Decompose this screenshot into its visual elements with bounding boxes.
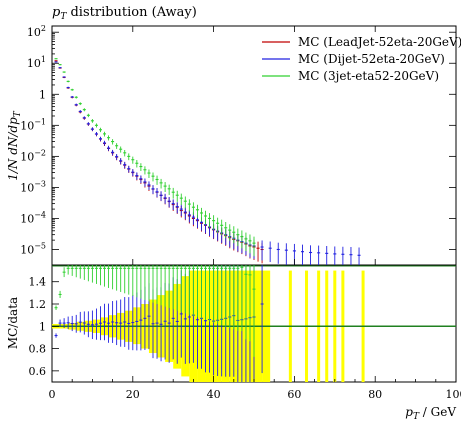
x-tick-label-100: 100 — [446, 388, 461, 401]
y-tick-label-main-2: 102 — [27, 24, 46, 39]
x-label-sub: T — [413, 412, 420, 422]
y-tick-label-ratio-4: 1.4 — [29, 276, 47, 289]
x-label-p: p — [405, 405, 413, 419]
y-tick-label-ratio-1: 0.8 — [29, 343, 47, 356]
ratio-y-label: MC/data — [6, 297, 20, 349]
x-tick-label-20: 20 — [126, 388, 140, 401]
title-p: p — [52, 5, 61, 20]
chart-title: pT distribution (Away) — [52, 5, 197, 22]
x-tick-label-0: 0 — [49, 388, 56, 401]
x-tick-label-40: 40 — [207, 388, 221, 401]
legend-label-leadjet: MC (LeadJet-52eta-20GeV) — [298, 35, 461, 49]
main-y-label-sub: T — [13, 110, 23, 117]
main-y-label: 1/N dN/dpT — [6, 110, 23, 181]
x-axis-label: pT / GeV — [405, 405, 456, 422]
axes-layer: 0 20 40 60 80 100 10−5 10−4 10−3 10−2 10−1 1 101 102 0… — [20, 24, 461, 401]
y-tick-label-main-0: 1 — [39, 88, 46, 101]
y-tick-label-main--3: 10−3 — [20, 179, 46, 194]
legend: MC (LeadJet-52eta-20GeV) MC (Dijet-52eta… — [262, 35, 461, 83]
y-tick-label-main--2: 10−2 — [20, 148, 46, 163]
x-label-rest: / GeV — [419, 405, 456, 419]
y-tick-label-main--5: 10−5 — [20, 241, 46, 256]
y-tick-label-ratio-2: 1 — [39, 320, 46, 333]
x-tick-label-60: 60 — [287, 388, 301, 401]
main-layer — [54, 58, 361, 265]
x-tick-label-80: 80 — [368, 388, 382, 401]
title-sub: T — [60, 12, 67, 22]
main-y-label-text: 1/N dN/dp — [6, 117, 20, 181]
ratio-layer — [52, 265, 456, 382]
y-tick-label-main--4: 10−4 — [20, 210, 46, 225]
legend-label-3jet: MC (3jet-eta52-20GeV) — [298, 69, 439, 83]
legend-label-dijet: MC (Dijet-52eta-20GeV) — [298, 52, 445, 66]
y-tick-label-ratio-0: 0.6 — [29, 365, 47, 378]
y-tick-label-main-1: 101 — [27, 55, 46, 70]
y-tick-label-main--1: 10−1 — [20, 117, 46, 132]
title-rest: distribution (Away) — [66, 5, 196, 20]
y-tick-label-ratio-3: 1.2 — [29, 298, 47, 311]
